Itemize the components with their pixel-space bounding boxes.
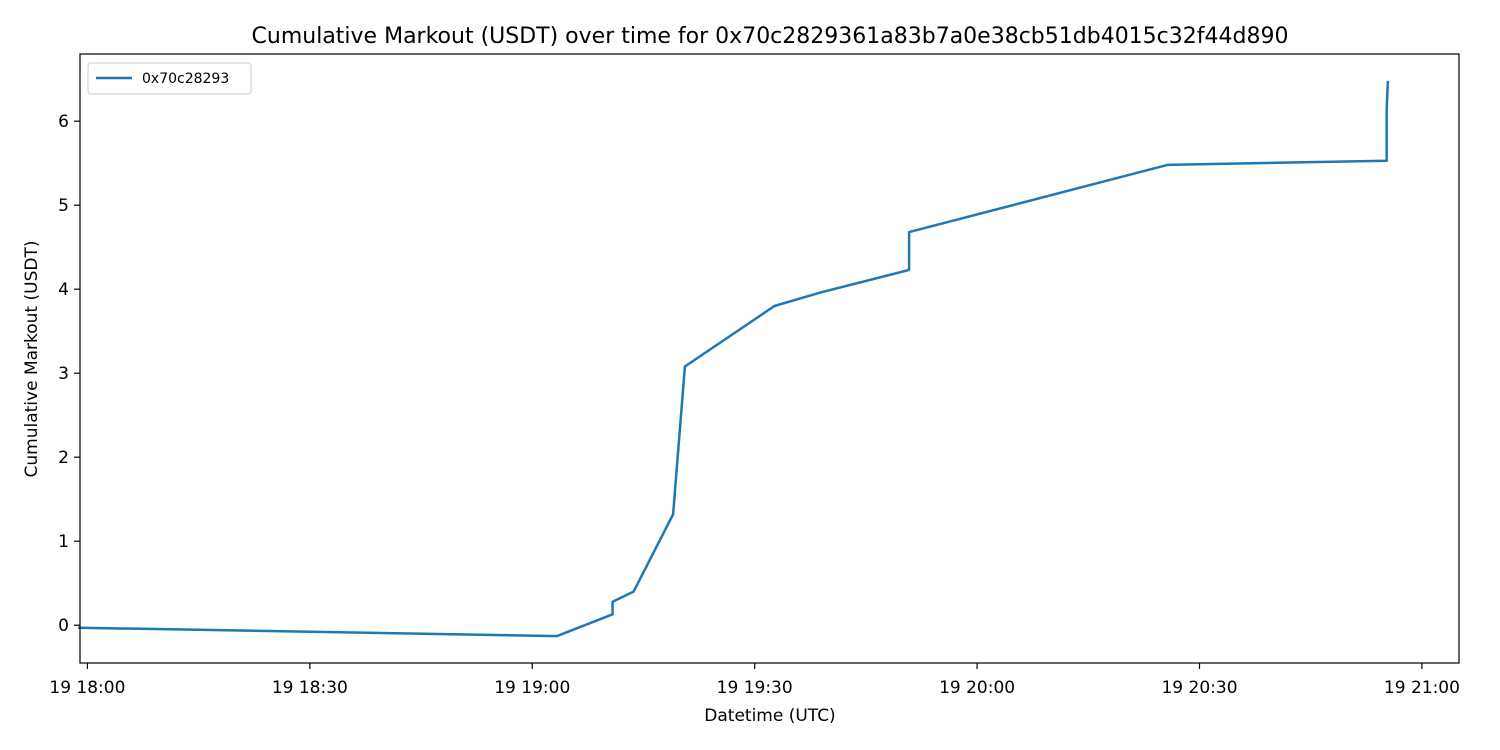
series-line bbox=[78, 80, 1390, 638]
x-tick-label: 19 19:30 bbox=[717, 678, 793, 698]
y-axis-label: Cumulative Markout (USDT) bbox=[22, 241, 42, 478]
x-tick-label: 19 19:00 bbox=[494, 678, 570, 698]
chart-title: Cumulative Markout (USDT) over time for … bbox=[252, 24, 1289, 49]
y-tick-label: 4 bbox=[58, 280, 69, 300]
legend: 0x70c28293 bbox=[87, 62, 252, 95]
x-tick-label: 19 18:30 bbox=[272, 678, 348, 698]
y-tick-label: 0 bbox=[58, 616, 69, 636]
plot-frame bbox=[79, 53, 1460, 664]
y-axis-ticks: 0 1 2 3 4 5 6 bbox=[58, 112, 80, 636]
x-tick-label: 19 20:00 bbox=[939, 678, 1015, 698]
y-tick-label: 3 bbox=[58, 364, 69, 384]
x-axis-label: Datetime (UTC) bbox=[704, 706, 835, 726]
x-axis-ticks: 19 18:00 19 18:30 19 19:00 19 19:30 19 20:00… bbox=[49, 663, 1460, 698]
x-tick-label: 19 18:00 bbox=[49, 678, 125, 698]
y-tick-label: 1 bbox=[58, 532, 69, 552]
series-layer bbox=[78, 80, 1390, 638]
y-tick-label: 2 bbox=[58, 448, 69, 468]
y-tick-label: 5 bbox=[58, 196, 69, 216]
x-tick-label: 19 21:00 bbox=[1384, 678, 1460, 698]
y-tick-label: 6 bbox=[58, 112, 69, 132]
x-tick-label: 19 20:30 bbox=[1161, 678, 1237, 698]
legend-box bbox=[87, 62, 252, 95]
legend-label: 0x70c28293 bbox=[142, 71, 229, 87]
